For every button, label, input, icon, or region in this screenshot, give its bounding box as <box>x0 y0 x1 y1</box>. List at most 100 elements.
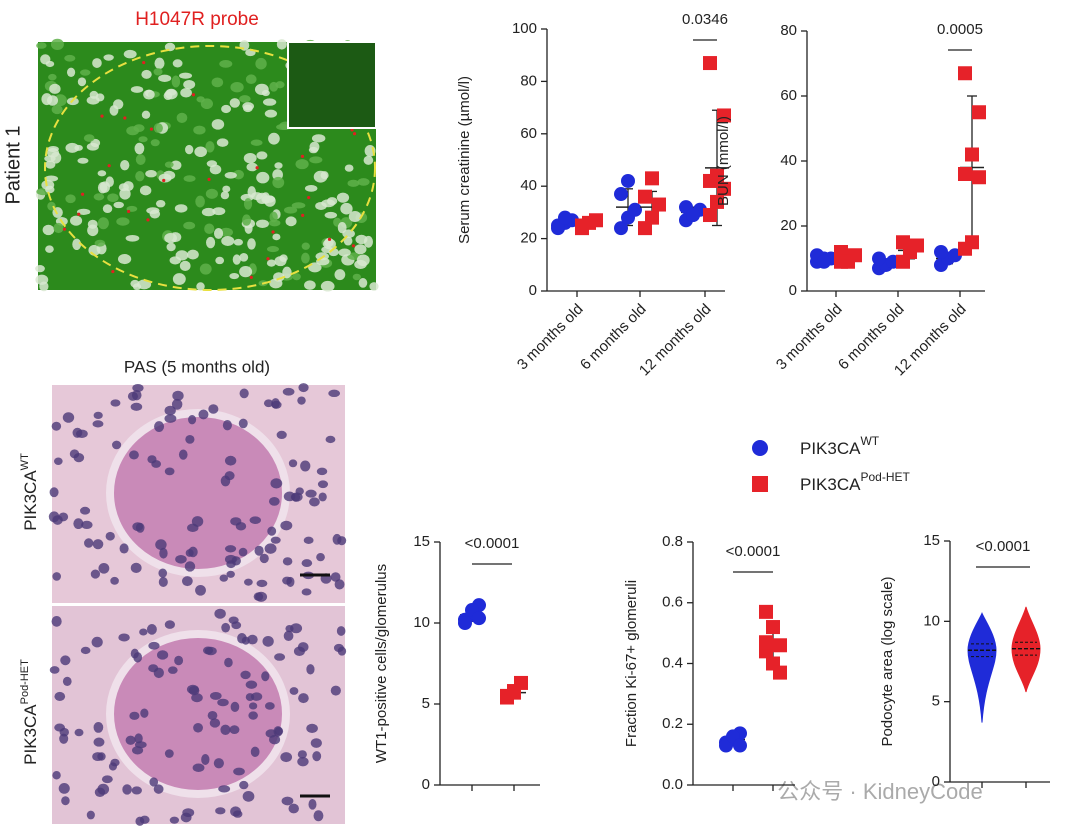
y-tick-label: 0 <box>529 282 537 299</box>
nucleus <box>58 783 70 794</box>
nucleus <box>233 238 243 246</box>
y-tick-label: 60 <box>520 125 537 142</box>
nucleus <box>170 160 182 170</box>
nucleus <box>141 110 151 119</box>
nucleus <box>272 233 281 241</box>
nucleus <box>280 752 293 763</box>
nucleus <box>188 546 198 558</box>
nucleus <box>264 702 275 710</box>
nucleus <box>192 763 205 772</box>
nucleus <box>73 518 84 530</box>
row-label-sup: Pod-HET <box>19 659 31 705</box>
data-point <box>703 56 717 71</box>
nucleus <box>229 272 240 280</box>
nucleus <box>324 237 334 248</box>
nucleus <box>233 810 243 818</box>
nucleus <box>143 89 155 100</box>
data-point <box>733 738 747 753</box>
nucleus <box>214 608 226 619</box>
nucleus <box>86 810 95 820</box>
nucleus <box>77 157 89 164</box>
nucleus <box>246 162 258 172</box>
nucleus <box>316 553 325 562</box>
nucleus <box>51 104 63 115</box>
nucleus <box>35 274 49 285</box>
data-point <box>710 168 724 183</box>
probe-dot <box>100 114 104 118</box>
y-tick-label: 0.6 <box>662 594 683 611</box>
nucleus <box>155 199 166 208</box>
nucleus <box>72 427 83 438</box>
nucleus <box>194 146 207 158</box>
nucleus <box>312 751 322 762</box>
nucleus <box>239 388 249 399</box>
probe-dot <box>249 275 253 279</box>
legend-text: PIK3CA <box>800 475 861 494</box>
nucleus <box>130 402 143 411</box>
nucleus <box>183 79 196 90</box>
data-point <box>652 197 666 212</box>
nucleus <box>52 515 63 525</box>
y-tick-label: 20 <box>780 217 797 234</box>
nucleus <box>103 54 114 61</box>
nucleus <box>232 254 241 265</box>
nucleus <box>337 646 347 656</box>
nucleus <box>97 783 110 795</box>
image-title: PAS (5 months old) <box>124 357 270 376</box>
probe-dot <box>271 230 275 234</box>
nucleus <box>224 554 237 564</box>
nucleus <box>270 536 281 544</box>
row-label: PIK3CAPod-HET <box>19 659 41 765</box>
row-label-text: PIK3CA <box>21 704 40 765</box>
p-value: 0.0005 <box>937 21 983 38</box>
nucleus <box>158 74 172 82</box>
nucleus <box>337 536 347 546</box>
nucleus <box>93 193 105 201</box>
nucleus <box>274 653 286 661</box>
data-point <box>759 604 773 619</box>
y-tick-label: 15 <box>923 532 940 549</box>
nucleus <box>218 785 231 793</box>
nucleus <box>172 59 183 68</box>
nucleus <box>180 812 192 823</box>
pas-image-het <box>49 606 347 826</box>
nucleus <box>52 771 61 780</box>
nucleus <box>311 134 326 143</box>
nucleus <box>217 698 229 707</box>
probe-dot <box>123 116 127 120</box>
nucleus <box>107 193 119 203</box>
nucleus <box>363 155 374 165</box>
nucleus <box>303 536 314 544</box>
y-axis-label: Fraction Ki-67+ glomeruli <box>623 580 640 747</box>
data-point <box>958 66 972 81</box>
nucleus <box>179 72 193 79</box>
y-tick-label: 0.4 <box>662 654 683 671</box>
nucleus <box>308 798 317 810</box>
nucleus <box>164 749 174 758</box>
nucleus <box>131 390 142 401</box>
nucleus <box>205 141 215 153</box>
data-point <box>710 194 724 209</box>
probe-dot <box>80 192 85 196</box>
data-point <box>972 105 986 120</box>
nucleus <box>313 170 328 183</box>
nucleus <box>313 810 324 822</box>
nucleus <box>171 75 181 88</box>
data-point <box>589 213 603 228</box>
nucleus <box>256 171 270 184</box>
data-point <box>703 208 717 223</box>
nucleus <box>158 577 168 587</box>
data-point <box>910 238 924 253</box>
nucleus <box>243 104 253 113</box>
data-point <box>766 620 780 635</box>
y-tick-label: 80 <box>520 72 537 89</box>
nucleus <box>224 172 237 179</box>
nucleus <box>203 646 214 655</box>
nucleus <box>149 777 159 787</box>
nucleus <box>301 559 313 568</box>
nucleus <box>209 691 222 700</box>
nucleus <box>164 233 177 244</box>
nucleus <box>224 657 233 668</box>
nucleus <box>105 531 115 541</box>
y-axis-label: WT1-positive cells/glomerulus <box>373 564 390 763</box>
